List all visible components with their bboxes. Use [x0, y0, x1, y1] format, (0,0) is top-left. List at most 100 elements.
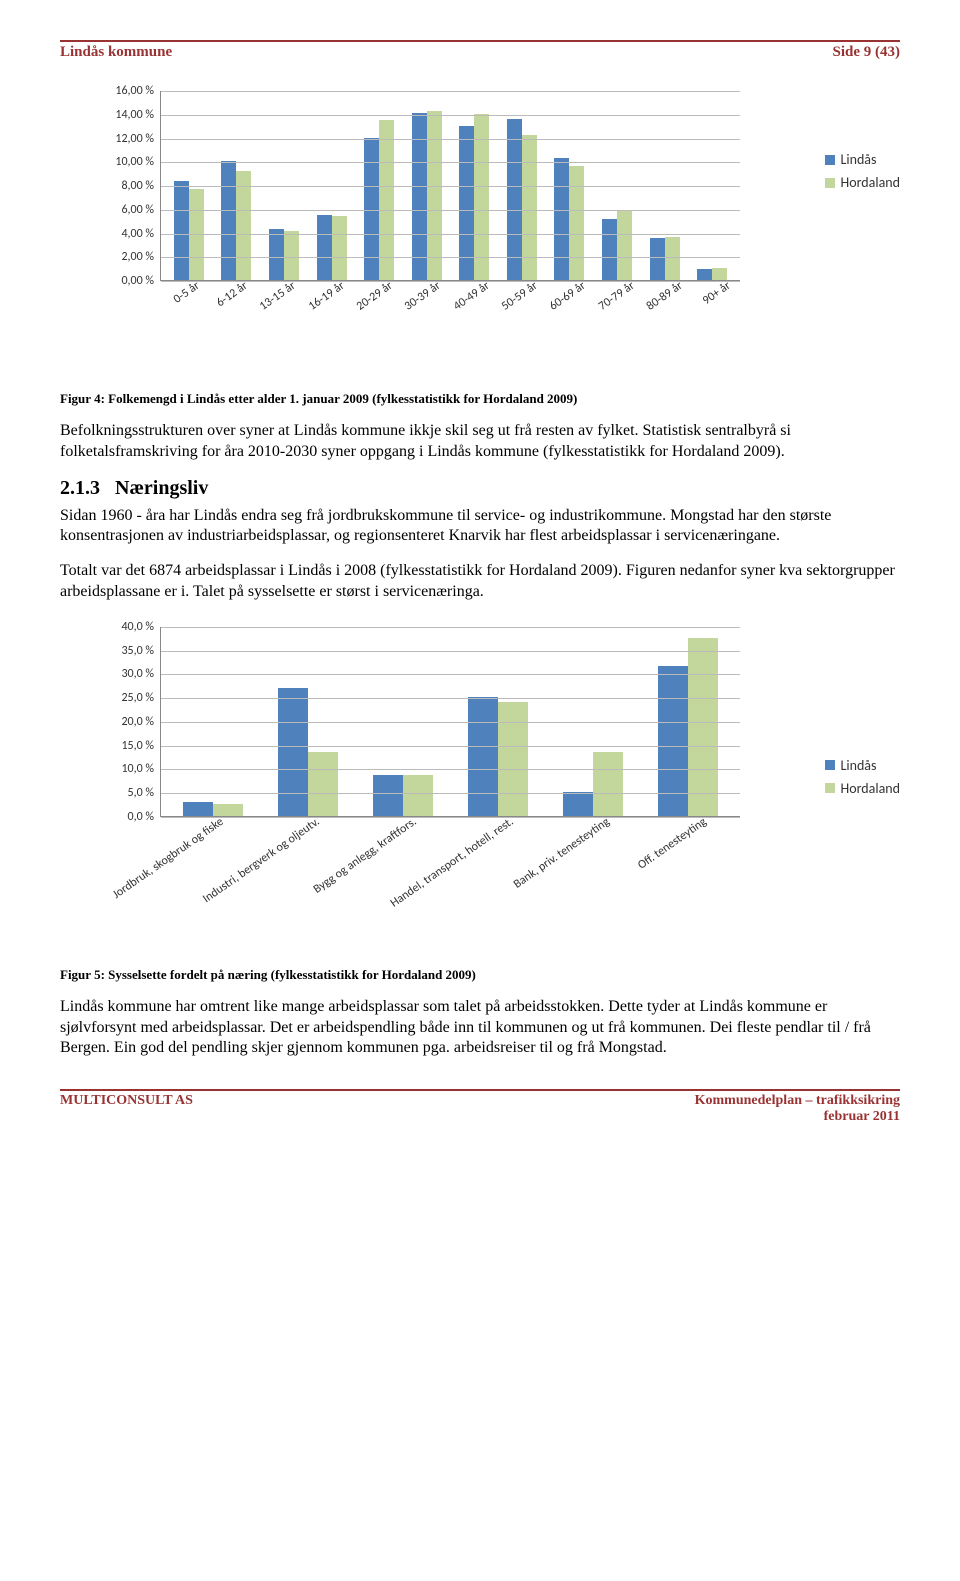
y-tick-label: 0,00 % — [121, 274, 154, 288]
header-left: Lindås kommune — [60, 44, 172, 61]
bar-group — [688, 268, 736, 280]
bar — [697, 269, 712, 280]
legend-item: Lindås — [825, 151, 901, 168]
x-tick-label: 0-5 år — [171, 279, 202, 307]
bar-group — [641, 638, 736, 816]
chart2-legend: Lindås Hordaland — [825, 757, 901, 803]
bar — [213, 804, 243, 815]
bar — [617, 211, 632, 280]
y-tick-label: 16,00 % — [115, 84, 154, 98]
bar — [373, 775, 403, 815]
figure-5-caption: Figur 5: Sysselsette fordelt på næring (… — [60, 967, 900, 983]
x-tick-label: 16-19 år — [306, 279, 347, 314]
paragraph-3: Totalt var det 6874 arbeidsplassar i Lin… — [60, 561, 900, 603]
bar — [332, 216, 347, 280]
legend-item: Lindås — [825, 757, 901, 774]
bar-group — [213, 161, 261, 280]
legend-item: Hordaland — [825, 174, 901, 191]
y-tick-label: 12,00 % — [115, 132, 154, 146]
bar-group — [165, 802, 260, 815]
bar — [593, 752, 623, 816]
x-tick-label: Bank, priv. tenesteyting — [512, 815, 613, 892]
y-tick-label: 2,00 % — [121, 250, 154, 264]
bar-group — [498, 119, 546, 281]
x-tick-label: 40-49 år — [451, 279, 492, 314]
bar-group — [451, 697, 546, 816]
bar-group — [546, 158, 594, 280]
y-tick-label: 8,00 % — [121, 179, 154, 193]
bar-group — [355, 775, 450, 815]
bar-group — [308, 215, 356, 280]
paragraph-2: Sidan 1960 - åra har Lindås endra seg fr… — [60, 506, 900, 548]
chart1-legend: Lindås Hordaland — [825, 151, 901, 197]
bar — [269, 229, 284, 280]
page-footer: MULTICONSULT AS Kommunedelplan – trafikk… — [60, 1093, 900, 1145]
chart-population-by-age: 0,00 % 2,00 % 4,00 % 6,00 % 8,00 % 10,00 % 12,… — [100, 81, 940, 381]
footer-right-2: februar 2011 — [824, 1109, 900, 1124]
y-tick-label: 6,00 % — [121, 203, 154, 217]
x-tick-label: 20-29 år — [354, 279, 395, 314]
y-tick-label: 0,0 % — [128, 810, 154, 824]
legend-label: Hordaland — [841, 780, 901, 797]
bar — [507, 119, 522, 281]
section-title-text: Næringsliv — [115, 477, 208, 499]
figure-4-caption: Figur 4: Folkemengd i Lindås etter alder… — [60, 391, 900, 407]
x-tick-label: 90+ år — [700, 279, 733, 308]
y-tick-label: 20,0 % — [121, 715, 154, 729]
bar-group — [260, 229, 308, 280]
bar-group — [593, 211, 641, 280]
bar — [364, 138, 379, 281]
x-tick-label: Bygg og anlegg, kraftfors. — [311, 815, 419, 897]
bar — [665, 237, 680, 280]
y-tick-label: 4,00 % — [121, 227, 154, 241]
y-tick-label: 25,0 % — [121, 691, 154, 705]
bar — [236, 171, 251, 280]
bar — [569, 166, 584, 280]
y-tick-label: 35,0 % — [121, 644, 154, 658]
y-tick-label: 10,00 % — [115, 155, 154, 169]
bar — [278, 688, 308, 816]
bar-group — [260, 688, 355, 816]
legend-swatch — [825, 155, 835, 165]
bar-group — [641, 237, 689, 280]
legend-swatch — [825, 178, 835, 188]
x-tick-label: Off. tenesteyting — [635, 815, 709, 873]
bar-group — [355, 120, 403, 280]
bar — [498, 702, 528, 816]
y-tick-label: 30,0 % — [121, 667, 154, 681]
header-right: Side 9 (43) — [833, 44, 901, 61]
bar — [221, 161, 236, 280]
bar — [688, 638, 718, 816]
x-tick-label: 60-69 år — [547, 279, 588, 314]
bar — [403, 775, 433, 815]
bar — [554, 158, 569, 280]
section-number: 2.1.3 — [60, 477, 100, 499]
legend-swatch — [825, 783, 835, 793]
paragraph-4: Lindås kommune har omtrent like mange ar… — [60, 997, 900, 1059]
footer-right-1: Kommunedelplan – trafikksikring — [695, 1093, 900, 1108]
bar — [522, 135, 537, 280]
legend-swatch — [825, 760, 835, 770]
y-tick-label: 40,0 % — [121, 620, 154, 634]
bar — [174, 181, 189, 280]
bar — [379, 120, 394, 280]
bar — [563, 792, 593, 816]
x-tick-label: 80-89 år — [644, 279, 685, 314]
footer-left: MULTICONSULT AS — [60, 1093, 193, 1125]
bar — [308, 752, 338, 816]
y-tick-label: 15,0 % — [121, 739, 154, 753]
bar — [183, 802, 213, 815]
chart-employment-by-sector: 0,0 % 5,0 % 10,0 % 15,0 % 20,0 % 25,0 % 30,0 %… — [100, 617, 940, 957]
x-tick-label: 30-39 år — [402, 279, 443, 314]
x-tick-label: 50-59 år — [499, 279, 540, 314]
y-tick-label: 10,0 % — [121, 762, 154, 776]
bar-group — [403, 111, 451, 280]
y-tick-label: 14,00 % — [115, 108, 154, 122]
y-tick-label: 5,0 % — [128, 786, 154, 800]
legend-label: Lindås — [841, 151, 877, 168]
bar-group — [546, 752, 641, 816]
bar-group — [165, 181, 213, 280]
x-tick-label: 13-15 år — [257, 279, 298, 314]
bar — [602, 219, 617, 280]
legend-item: Hordaland — [825, 780, 901, 797]
